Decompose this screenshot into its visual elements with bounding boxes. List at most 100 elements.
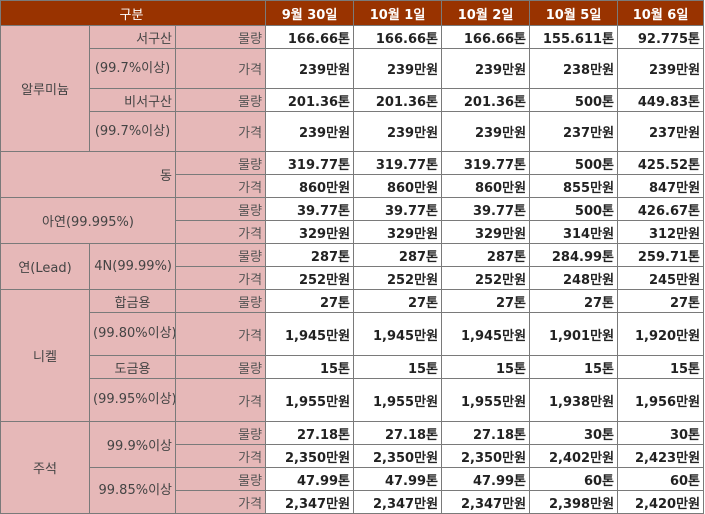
price-cell: 1,945만원 (353, 312, 443, 356)
nickel-plating-purity: (99.95%이상) (89, 378, 176, 422)
qty-cell: 27.18톤 (441, 421, 531, 445)
price-cell: 2,347만원 (265, 490, 355, 514)
table-row: 99.85%이상 물량 47.99톤 47.99톤 47.99톤 60톤 60톤 (1, 467, 705, 514)
table-row: 아연(99.995%) 물량 39.77톤 39.77톤 39.77톤 500톤… (0, 197, 705, 244)
price-label: 가격 (174, 48, 267, 89)
qty-cell: 319.77톤 (441, 151, 531, 175)
price-cell: 2,347만원 (353, 490, 443, 514)
price-cell: 860만원 (441, 174, 531, 198)
table-row: 주석 99.9%이상 물량 27.18톤 27.18톤 27.18톤 30톤 3… (0, 421, 705, 514)
qty-cell: 60톤 (529, 467, 619, 491)
qty-cell: 319.77톤 (353, 151, 443, 175)
qty-cell: 15톤 (441, 355, 531, 379)
qty-cell: 47.99톤 (353, 467, 443, 491)
price-cell: 237만원 (617, 111, 705, 152)
price-cell: 237만원 (529, 111, 619, 152)
qty-cell: 166.66톤 (441, 25, 531, 49)
copper-label: 동 (0, 151, 176, 198)
lead-label: 연(Lead) (0, 243, 90, 290)
price-cell: 239만원 (353, 48, 443, 89)
table-row: (99.7%이상) 가격 239만원 239만원 239만원 237만원 237… (1, 111, 705, 152)
price-cell: 239만원 (441, 111, 531, 152)
price-label: 가격 (174, 378, 267, 422)
price-cell: 1,955만원 (441, 378, 531, 422)
qty-cell: 15톤 (353, 355, 443, 379)
qty-cell: 27톤 (617, 289, 705, 313)
aluminum-nonwestern-purity: (99.7%이상) (89, 111, 176, 152)
price-cell: 2,350만원 (265, 444, 355, 468)
qty-cell: 47.99톤 (265, 467, 355, 491)
price-cell: 239만원 (265, 111, 355, 152)
table-row: 가격 329만원 329만원 329만원 314만원 312만원 (1, 220, 705, 244)
qty-cell: 425.52톤 (617, 151, 705, 175)
qty-label: 물량 (174, 197, 267, 221)
qty-cell: 287톤 (441, 243, 531, 267)
zinc-label: 아연(99.995%) (0, 197, 176, 244)
qty-cell: 39.77톤 (353, 197, 443, 221)
qty-cell: 27.18톤 (265, 421, 355, 445)
header-category: 구분 (0, 0, 267, 26)
qty-label: 물량 (174, 467, 267, 491)
qty-cell: 500톤 (529, 197, 619, 221)
table-row: 가격 252만원 252만원 252만원 248만원 245만원 (1, 266, 705, 290)
price-cell: 860만원 (265, 174, 355, 198)
qty-cell: 287톤 (353, 243, 443, 267)
table-row: (99.80%이상) 가격 1,945만원 1,945만원 1,945만원 1,… (1, 312, 705, 356)
price-label: 가격 (174, 266, 267, 290)
table-row: 비서구산 물량 201.36톤 201.36톤 201.36톤 500톤 449… (1, 88, 705, 112)
qty-cell: 449.83톤 (617, 88, 705, 112)
header-date: 10월 5일 (529, 0, 619, 26)
qty-label: 물량 (174, 355, 267, 379)
table-row: 동 물량 319.77톤 319.77톤 319.77톤 500톤 425.52… (0, 151, 705, 198)
qty-label: 물량 (174, 421, 267, 445)
price-cell: 312만원 (617, 220, 705, 244)
price-cell: 1,945만원 (441, 312, 531, 356)
price-cell: 329만원 (353, 220, 443, 244)
header-date: 10월 1일 (353, 0, 443, 26)
table-row: 니켈 합금용 물량 27톤 27톤 27톤 27톤 27톤 (0, 289, 705, 422)
price-cell: 2,398만원 (529, 490, 619, 514)
qty-cell: 47.99톤 (441, 467, 531, 491)
price-cell: 1,901만원 (529, 312, 619, 356)
price-cell: 855만원 (529, 174, 619, 198)
qty-cell: 30톤 (617, 421, 705, 445)
qty-cell: 287톤 (265, 243, 355, 267)
qty-cell: 201.36톤 (441, 88, 531, 112)
qty-cell: 284.99톤 (529, 243, 619, 267)
qty-label: 물량 (174, 151, 267, 175)
price-cell: 1,938만원 (529, 378, 619, 422)
qty-label: 물량 (174, 243, 267, 267)
price-cell: 252만원 (265, 266, 355, 290)
qty-cell: 259.71톤 (617, 243, 705, 267)
aluminum-western-purity: (99.7%이상) (89, 48, 176, 89)
table-row: 가격 2,350만원 2,350만원 2,350만원 2,402만원 2,423… (1, 444, 705, 468)
header-date: 9월 30일 (265, 0, 355, 26)
price-label: 가격 (174, 490, 267, 514)
qty-cell: 500톤 (529, 151, 619, 175)
qty-label: 물량 (174, 88, 267, 112)
price-cell: 248만원 (529, 266, 619, 290)
aluminum-western-label: 서구산 (89, 25, 176, 49)
header-row: 구분 9월 30일 10월 1일 10월 2일 10월 5일 10월 6일 (0, 0, 705, 26)
price-cell: 2,423만원 (617, 444, 705, 468)
price-cell: 1,956만원 (617, 378, 705, 422)
qty-cell: 15톤 (617, 355, 705, 379)
price-cell: 847만원 (617, 174, 705, 198)
price-cell: 2,402만원 (529, 444, 619, 468)
table-row: 도금용 물량 15톤 15톤 15톤 15톤 15톤 (1, 355, 705, 379)
price-label: 가격 (174, 220, 267, 244)
table-row: 가격 2,347만원 2,347만원 2,347만원 2,398만원 2,420… (1, 490, 705, 514)
tin-999-label: 99.9%이상 (89, 421, 176, 468)
qty-cell: 155.611톤 (529, 25, 619, 49)
price-cell: 2,350만원 (441, 444, 531, 468)
aluminum-label: 알루미늄 (0, 25, 90, 152)
price-cell: 252만원 (353, 266, 443, 290)
price-cell: 239만원 (265, 48, 355, 89)
price-label: 가격 (174, 174, 267, 198)
table-row: (99.95%이상) 가격 1,955만원 1,955만원 1,955만원 1,… (1, 378, 705, 422)
price-cell: 1,955만원 (353, 378, 443, 422)
qty-cell: 319.77톤 (265, 151, 355, 175)
qty-cell: 27톤 (265, 289, 355, 313)
price-cell: 239만원 (441, 48, 531, 89)
qty-cell: 39.77톤 (265, 197, 355, 221)
